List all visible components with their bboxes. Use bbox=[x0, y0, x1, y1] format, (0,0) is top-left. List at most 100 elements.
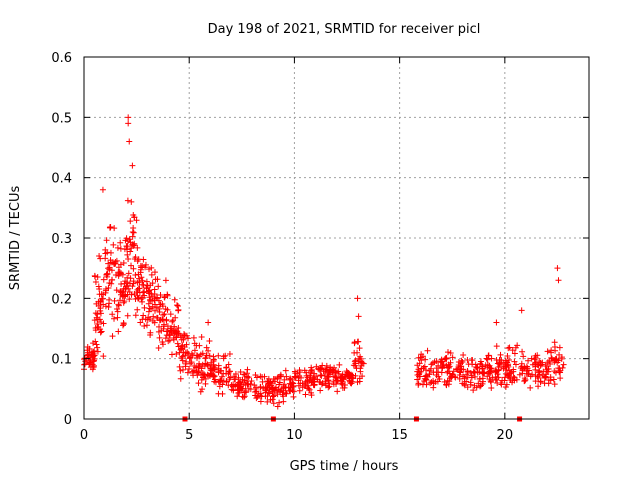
data-point bbox=[443, 381, 450, 388]
data-point bbox=[344, 369, 351, 376]
data-point bbox=[554, 265, 561, 272]
data-point bbox=[506, 344, 513, 351]
data-point bbox=[234, 393, 241, 400]
data-point bbox=[558, 355, 565, 362]
data-point bbox=[317, 379, 324, 386]
data-point bbox=[178, 355, 185, 362]
data-point bbox=[253, 395, 260, 402]
data-point bbox=[194, 372, 201, 379]
data-point bbox=[177, 375, 184, 382]
data-point bbox=[524, 365, 531, 372]
data-point bbox=[176, 349, 183, 356]
data-point bbox=[145, 300, 152, 307]
data-point bbox=[162, 335, 169, 342]
data-point bbox=[528, 355, 535, 362]
data-point bbox=[141, 304, 148, 311]
data-point bbox=[433, 358, 440, 365]
data-point bbox=[155, 297, 162, 304]
data-point bbox=[352, 372, 359, 379]
data-point bbox=[102, 250, 109, 257]
data-point bbox=[102, 286, 109, 293]
data-point bbox=[545, 376, 552, 383]
data-point bbox=[548, 349, 555, 356]
data-point bbox=[303, 378, 310, 385]
data-point bbox=[218, 373, 225, 380]
data-point bbox=[139, 281, 146, 288]
data-point bbox=[100, 320, 107, 327]
data-point bbox=[166, 337, 173, 344]
data-point bbox=[449, 354, 456, 361]
chart-title: Day 198 of 2021, SRMTID for receiver pic… bbox=[208, 22, 481, 37]
data-point bbox=[115, 302, 122, 309]
data-point bbox=[502, 374, 509, 381]
data-point bbox=[199, 386, 206, 393]
data-point bbox=[204, 362, 211, 369]
data-point bbox=[94, 316, 101, 323]
y-tick-label: 0.5 bbox=[51, 111, 72, 126]
data-point bbox=[147, 329, 154, 336]
data-point bbox=[502, 357, 509, 364]
data-point bbox=[117, 239, 124, 246]
data-point bbox=[127, 248, 134, 255]
data-point bbox=[93, 341, 100, 348]
data-point bbox=[120, 260, 127, 267]
data-point bbox=[326, 380, 333, 387]
data-point bbox=[131, 242, 138, 249]
data-point bbox=[286, 387, 293, 394]
data-point bbox=[461, 382, 468, 389]
data-point bbox=[427, 365, 434, 372]
data-point bbox=[111, 225, 118, 232]
data-point bbox=[161, 321, 168, 328]
data-point bbox=[271, 392, 278, 399]
data-point bbox=[145, 288, 152, 295]
data-point bbox=[272, 387, 279, 394]
data-point bbox=[152, 301, 159, 308]
data-point bbox=[111, 297, 118, 304]
data-point bbox=[116, 269, 123, 276]
data-point bbox=[505, 357, 512, 364]
data-point bbox=[96, 252, 103, 259]
data-point bbox=[488, 385, 495, 392]
data-point bbox=[511, 350, 518, 357]
data-point bbox=[182, 363, 189, 370]
data-point bbox=[488, 379, 495, 386]
data-point bbox=[544, 348, 551, 355]
data-point bbox=[113, 306, 120, 313]
data-point bbox=[290, 393, 297, 400]
data-point bbox=[195, 369, 202, 376]
data-point bbox=[257, 384, 264, 391]
data-point bbox=[239, 376, 246, 383]
data-point bbox=[433, 372, 440, 379]
data-point bbox=[201, 373, 208, 380]
data-point bbox=[157, 301, 164, 308]
data-point bbox=[502, 363, 509, 370]
data-point bbox=[291, 373, 298, 380]
data-point bbox=[552, 347, 559, 354]
data-point bbox=[235, 374, 242, 381]
data-point bbox=[545, 366, 552, 373]
data-point bbox=[510, 373, 517, 380]
data-point bbox=[114, 308, 121, 315]
data-point bbox=[132, 312, 139, 319]
data-point bbox=[107, 257, 114, 264]
data-point bbox=[343, 368, 350, 375]
data-point bbox=[124, 243, 131, 250]
data-point bbox=[129, 162, 136, 169]
data-point bbox=[121, 280, 128, 287]
data-point bbox=[116, 270, 123, 277]
data-point bbox=[190, 334, 197, 341]
data-point bbox=[161, 311, 168, 318]
data-point bbox=[551, 339, 558, 346]
data-point bbox=[126, 296, 133, 303]
data-point bbox=[204, 361, 211, 368]
data-point bbox=[550, 376, 557, 383]
data-point bbox=[542, 373, 549, 380]
x-tick-label: 0 bbox=[80, 428, 88, 443]
data-point bbox=[226, 351, 233, 358]
data-point bbox=[519, 348, 526, 355]
data-point bbox=[185, 335, 192, 342]
data-point bbox=[483, 355, 490, 362]
data-point bbox=[216, 378, 223, 385]
data-point bbox=[154, 276, 161, 283]
x-tick-label: 5 bbox=[185, 428, 193, 443]
